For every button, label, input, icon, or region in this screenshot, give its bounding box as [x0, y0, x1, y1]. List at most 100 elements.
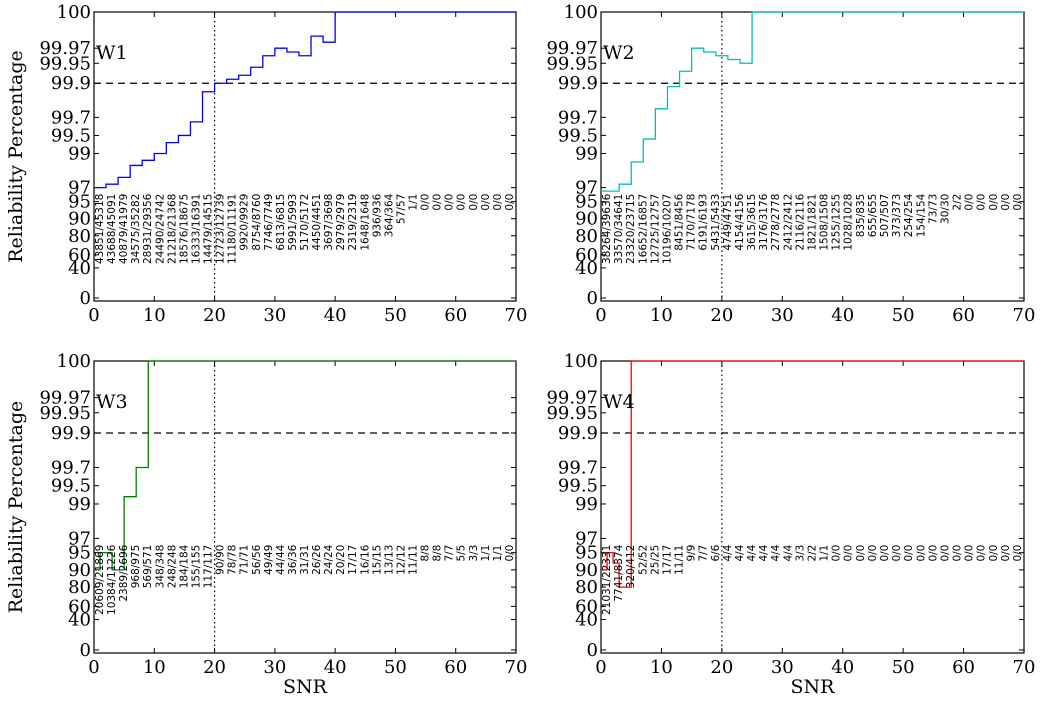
x-tick-label: 30	[771, 657, 794, 678]
count-label: 5170/5172	[299, 194, 311, 251]
count-label: 507/507	[879, 194, 891, 238]
count-label: 936/936	[371, 193, 383, 237]
count-label: 2389/2696	[118, 544, 130, 601]
y-tick-label: 40	[68, 258, 91, 279]
y-tick-label: 99	[68, 494, 91, 515]
count-label: 10196/10207	[661, 194, 673, 264]
count-label: 0/0	[927, 545, 939, 562]
y-tick-label: 0	[80, 288, 91, 309]
y-tick-label: 99.5	[558, 476, 598, 497]
count-label: 364/364	[383, 193, 395, 237]
y-tick-label: 99.95	[546, 403, 598, 424]
x-tick-label: 50	[384, 305, 407, 326]
x-tick-label: 0	[595, 305, 606, 326]
count-label: 0/0	[915, 545, 927, 562]
x-tick-label: 10	[650, 305, 673, 326]
count-label: 49/49	[263, 545, 275, 575]
x-tick-label: 70	[1013, 657, 1036, 678]
count-label: 43851/45318	[94, 194, 106, 264]
count-label: 655/655	[867, 194, 879, 238]
count-label: 3697/3698	[323, 194, 335, 251]
x-tick-label: 10	[650, 657, 673, 678]
panel-label: W2	[603, 42, 635, 64]
y-tick-label: 100	[564, 351, 598, 372]
count-label: 78/78	[227, 545, 239, 575]
count-label: 5/5	[456, 545, 468, 562]
y-tick-label: 99	[68, 143, 91, 164]
y-tick-label: 99.7	[558, 107, 598, 128]
y-tick-label: 99.9	[558, 73, 598, 94]
count-label: 4/4	[758, 544, 770, 561]
count-label: 254/254	[903, 193, 915, 237]
count-label: 38264/39636	[601, 193, 613, 264]
count-label: 30/30	[939, 194, 951, 224]
count-label: 0/0	[976, 194, 988, 211]
count-label: 56/56	[251, 544, 263, 575]
count-label: 9920/9929	[239, 194, 251, 251]
panel-label: W1	[96, 42, 128, 64]
y-tick-label: 95	[575, 543, 598, 564]
y-tick-label: 97	[575, 528, 598, 549]
count-label: 0/0	[504, 545, 516, 562]
count-label: 0/0	[432, 194, 444, 211]
count-label: 3/3	[794, 545, 806, 562]
count-label: 57/57	[395, 194, 407, 224]
count-label: 2/2	[952, 194, 964, 211]
count-label: 5431/5433	[710, 194, 722, 251]
count-label: 8754/8760	[251, 194, 263, 251]
count-label: 0/0	[964, 545, 976, 562]
x-tick-label: 10	[143, 305, 166, 326]
y-tick-label: 60	[575, 596, 598, 617]
count-label: 1648/1648	[359, 194, 371, 251]
count-label: 1/1	[480, 545, 492, 562]
count-label: 33570/34641	[613, 194, 625, 264]
plot-frame	[93, 360, 517, 654]
y-tick-label: 99.5	[51, 476, 91, 497]
count-label: 43688/45091	[106, 194, 118, 264]
count-label: 0/0	[456, 194, 468, 211]
count-label: 40879/41979	[118, 194, 130, 264]
count-label: 0/0	[855, 545, 867, 562]
y-tick-label: 100	[57, 2, 91, 23]
y-tick-label: 90	[575, 209, 598, 230]
count-label: 0/0	[939, 545, 951, 562]
x-tick-label: 30	[263, 305, 286, 326]
y-tick-label: 40	[575, 610, 598, 631]
count-label: 12723/12739	[215, 194, 227, 264]
count-label: 31/31	[299, 545, 311, 575]
count-label: 2116/2116	[794, 193, 806, 250]
count-label: 7170/7178	[686, 194, 698, 251]
x-tick-label: 40	[324, 657, 347, 678]
count-label: 7741/8374	[613, 544, 625, 601]
count-label: 24490/24742	[154, 194, 166, 264]
count-label: 11/11	[408, 545, 420, 575]
panel-w4: 10099.9799.9599.999.799.5999795908060400…	[546, 351, 1035, 698]
count-label: 10384/11226	[106, 544, 118, 615]
count-label: 4154/4156	[734, 193, 746, 250]
count-label: 0/0	[492, 194, 504, 211]
series-line	[94, 360, 516, 571]
count-label: 0/0	[988, 194, 1000, 211]
count-label: 373/373	[891, 194, 903, 238]
y-tick-label: 0	[587, 640, 598, 661]
count-label: 835/835	[855, 194, 867, 238]
y-axis-label: Reliability Percentage	[5, 50, 27, 263]
count-label: 0/0	[903, 545, 915, 562]
y-tick-label: 97	[68, 528, 91, 549]
count-label: 0/0	[504, 194, 516, 211]
count-label: 1508/1508	[819, 194, 831, 251]
count-label: 2979/2979	[335, 194, 347, 251]
count-label: 26/26	[311, 544, 323, 575]
y-tick-label: 99.97	[39, 38, 91, 59]
y-tick-label: 99	[575, 494, 598, 515]
x-tick-label: 30	[263, 657, 286, 678]
count-label: 0/0	[1000, 545, 1012, 562]
count-label: 7746/7749	[263, 194, 275, 251]
x-tick-label: 40	[831, 305, 854, 326]
count-label: 2319/2319	[347, 194, 359, 251]
count-label: 155/155	[190, 545, 202, 589]
count-label: 34575/35282	[130, 194, 142, 264]
y-tick-label: 99.5	[558, 125, 598, 146]
y-tick-label: 99.9	[51, 73, 91, 94]
